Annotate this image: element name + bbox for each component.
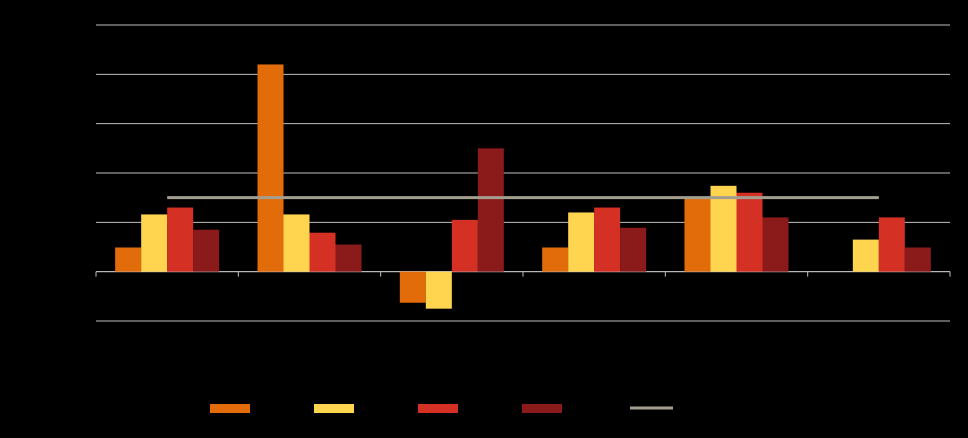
bar [878, 217, 905, 272]
bar [193, 229, 220, 272]
bar [620, 227, 647, 272]
bar [762, 217, 789, 272]
bar [736, 192, 763, 272]
bar [335, 244, 362, 272]
legend-swatch [522, 404, 562, 413]
bar [684, 197, 711, 272]
bar [451, 219, 478, 272]
bar [568, 212, 595, 272]
legend-swatch [314, 404, 354, 413]
bar [542, 247, 569, 272]
bar [425, 271, 452, 309]
bar [257, 64, 284, 272]
bar [141, 214, 168, 272]
bar [904, 247, 931, 272]
bar [399, 271, 426, 303]
bar [309, 232, 336, 272]
bar [852, 239, 879, 272]
bar [710, 185, 737, 272]
bar [167, 207, 194, 272]
legend-swatch [418, 404, 458, 413]
legend-swatch [210, 404, 250, 413]
bar [283, 214, 310, 272]
bar [115, 247, 142, 272]
bar [477, 148, 504, 272]
bar [594, 207, 621, 272]
